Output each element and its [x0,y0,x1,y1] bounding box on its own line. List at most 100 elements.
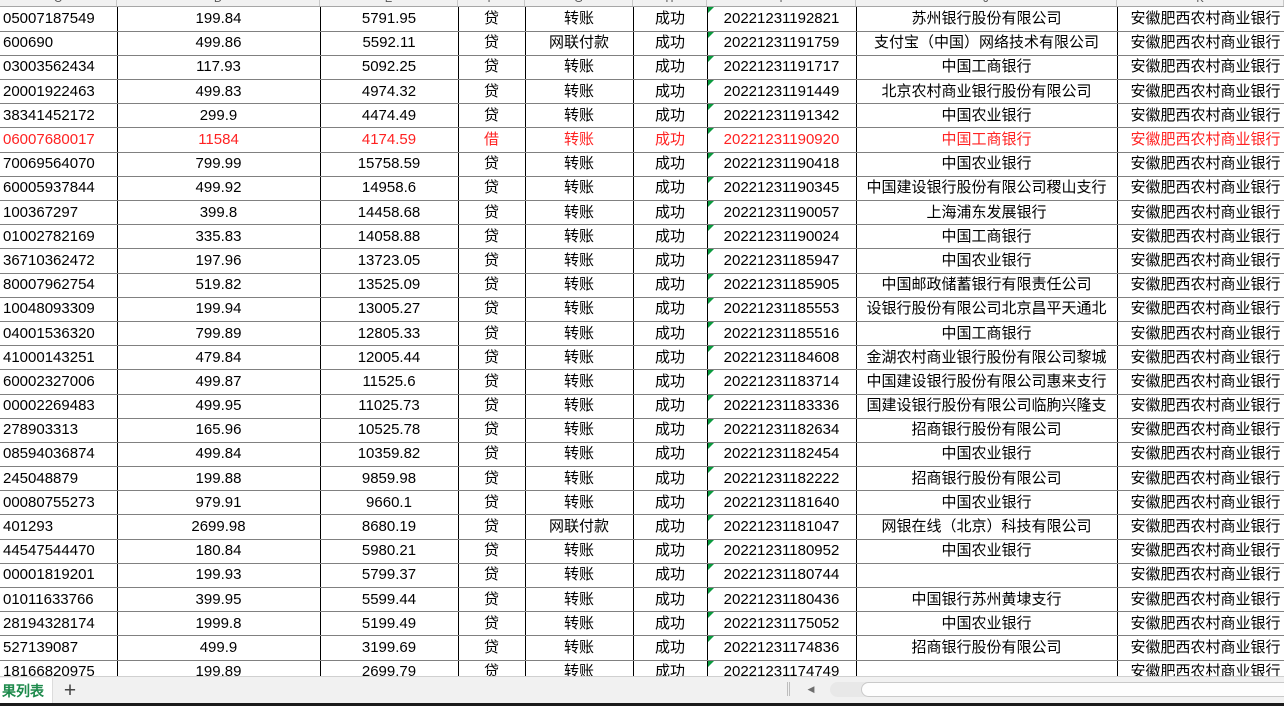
cell-account-balance[interactable]: 8680.19 [320,514,459,540]
cell-transaction-timestamp[interactable]: 20221231185516 [707,321,857,347]
cell-account-number[interactable]: 06007680017 [0,127,118,153]
cell-owner-bank[interactable]: 安徽肥西农村商业银行 [1117,418,1284,443]
cell-counterparty-bank[interactable]: 中国农业银行 [856,442,1118,468]
cell-owner-bank[interactable]: 安徽肥西农村商业银行 [1117,490,1284,516]
cell-account-number[interactable]: 401293 [0,514,118,540]
cell-owner-bank[interactable]: 安徽肥西农村商业银行 [1117,297,1284,322]
cell-transaction-type[interactable]: 转账 [525,466,634,492]
table-row[interactable]: 70069564070 799.99 15758.59 贷转账 成功 2022123119… [0,152,1284,177]
table-row[interactable]: 03003562434 117.93 5092.25 贷转账 成功 20221231191… [0,55,1284,81]
cell-transaction-amount[interactable]: 199.84 [117,7,321,32]
cell-transaction-timestamp[interactable]: 20221231181640 [707,490,857,516]
cell-transaction-type[interactable]: 转账 [525,345,634,371]
cell-debit-credit-flag[interactable]: 贷 [458,79,526,105]
cell-transaction-type[interactable]: 转账 [525,248,634,274]
cell-transaction-type[interactable]: 转账 [525,418,634,443]
cell-transaction-type[interactable]: 转账 [525,394,634,419]
table-row[interactable]: 05007187549 199.84 5791.95 贷转账 成功 20221231192… [0,7,1284,32]
cell-transaction-type[interactable]: 转账 [525,224,634,250]
cell-account-balance[interactable]: 9859.98 [320,466,459,492]
cell-owner-bank[interactable]: 安徽肥西农村商业银行 [1117,176,1284,202]
cell-owner-bank[interactable]: 安徽肥西农村商业银行 [1117,587,1284,613]
cell-counterparty-bank[interactable]: 中国工商银行 [856,321,1118,347]
cell-account-number[interactable]: 41000143251 [0,345,118,371]
cell-transaction-type[interactable]: 转账 [525,539,634,564]
cell-account-number[interactable]: 80007962754 [0,273,118,298]
cell-debit-credit-flag[interactable]: 贷 [458,345,526,371]
cell-transaction-type[interactable]: 转账 [525,152,634,177]
cell-counterparty-bank[interactable]: 中国农业银行 [856,103,1118,129]
cell-transaction-type[interactable]: 转账 [525,587,634,613]
cell-owner-bank[interactable]: 安徽肥西农村商业银行 [1117,539,1284,564]
scrollbar-track[interactable] [830,681,1284,697]
cell-transaction-type[interactable]: 转账 [525,635,634,661]
cell-transaction-type[interactable]: 转账 [525,442,634,468]
cell-transaction-status[interactable]: 成功 [633,200,708,226]
cell-account-number[interactable]: 70069564070 [0,152,118,177]
cell-owner-bank[interactable]: 安徽肥西农村商业银行 [1117,466,1284,492]
cell-owner-bank[interactable]: 安徽肥西农村商业银行 [1117,79,1284,105]
cell-transaction-amount[interactable]: 799.99 [117,152,321,177]
cell-transaction-status[interactable]: 成功 [633,103,708,129]
cell-debit-credit-flag[interactable]: 贷 [458,152,526,177]
cell-transaction-amount[interactable]: 499.84 [117,442,321,468]
horizontal-scrollbar[interactable]: ◀ [787,678,1284,700]
cell-debit-credit-flag[interactable]: 贷 [458,466,526,492]
cell-transaction-status[interactable]: 成功 [633,611,708,637]
cell-transaction-amount[interactable]: 499.92 [117,176,321,202]
cell-account-balance[interactable]: 11525.6 [320,369,459,395]
cell-transaction-amount[interactable]: 399.95 [117,587,321,613]
cell-debit-credit-flag[interactable]: 贷 [458,321,526,347]
cell-counterparty-bank[interactable]: 招商银行股份有限公司 [856,418,1118,443]
cell-account-balance[interactable]: 13005.27 [320,297,459,322]
cell-transaction-amount[interactable]: 165.96 [117,418,321,443]
column-header-D[interactable]: D [117,0,320,6]
table-row[interactable]: 28194328174 1999.8 5199.49 贷转账 成功 20221231175… [0,611,1284,637]
cell-transaction-type[interactable]: 网联付款 [525,31,634,56]
cell-account-balance[interactable]: 10359.82 [320,442,459,468]
cell-transaction-type[interactable]: 转账 [525,200,634,226]
table-row[interactable]: 600690 499.86 5592.11 贷网联付款 成功 20221231191759… [0,31,1284,56]
table-row[interactable]: 01002782169 335.83 14058.88 贷转账 成功 2022123119… [0,224,1284,250]
cell-account-balance[interactable]: 5799.37 [320,563,459,589]
cell-account-number[interactable]: 00002269483 [0,394,118,419]
cell-counterparty-bank[interactable]: 招商银行股份有限公司 [856,635,1118,661]
cell-transaction-amount[interactable]: 979.91 [117,490,321,516]
cell-transaction-timestamp[interactable]: 20221231190418 [707,152,857,177]
table-row[interactable]: 36710362472 197.96 13723.05 贷转账 成功 2022123118… [0,248,1284,274]
cell-debit-credit-flag[interactable]: 贷 [458,563,526,589]
cell-transaction-timestamp[interactable]: 20221231180744 [707,563,857,589]
cell-transaction-amount[interactable]: 399.8 [117,200,321,226]
cell-account-number[interactable]: 04001536320 [0,321,118,347]
cell-transaction-status[interactable]: 成功 [633,490,708,516]
cell-transaction-timestamp[interactable]: 20221231180436 [707,587,857,613]
cell-debit-credit-flag[interactable]: 贷 [458,418,526,443]
cell-owner-bank[interactable]: 安徽肥西农村商业银行 [1117,224,1284,250]
cell-account-balance[interactable]: 14458.68 [320,200,459,226]
cell-transaction-status[interactable]: 成功 [633,635,708,661]
cell-account-balance[interactable]: 13723.05 [320,248,459,274]
cell-owner-bank[interactable]: 安徽肥西农村商业银行 [1117,442,1284,468]
cell-debit-credit-flag[interactable]: 贷 [458,539,526,564]
table-row[interactable]: 20001922463 499.83 4974.32 贷转账 成功 20221231191… [0,79,1284,105]
table-row[interactable]: 06007680017 11584 4174.59 借转账 成功 202212311909… [0,127,1284,153]
cell-transaction-type[interactable]: 转账 [525,369,634,395]
column-header-F[interactable]: F [458,0,525,6]
cell-transaction-status[interactable]: 成功 [633,248,708,274]
cell-owner-bank[interactable]: 安徽肥西农村商业银行 [1117,611,1284,637]
cell-owner-bank[interactable]: 安徽肥西农村商业银行 [1117,345,1284,371]
cell-debit-credit-flag[interactable]: 贷 [458,224,526,250]
cell-account-number[interactable]: 20001922463 [0,79,118,105]
cell-account-number[interactable]: 278903313 [0,418,118,443]
table-row[interactable]: 44547544470 180.84 5980.21 贷转账 成功 20221231180… [0,539,1284,564]
cell-transaction-status[interactable]: 成功 [633,514,708,540]
cell-transaction-type[interactable]: 转账 [525,611,634,637]
cell-debit-credit-flag[interactable]: 贷 [458,660,526,676]
cell-account-number[interactable]: 05007187549 [0,7,118,32]
cell-transaction-status[interactable]: 成功 [633,79,708,105]
cell-transaction-status[interactable]: 成功 [633,176,708,202]
cell-owner-bank[interactable]: 安徽肥西农村商业银行 [1117,563,1284,589]
cell-counterparty-bank[interactable]: 中国农业银行 [856,248,1118,274]
cell-transaction-timestamp[interactable]: 20221231190024 [707,224,857,250]
cell-account-number[interactable]: 28194328174 [0,611,118,637]
